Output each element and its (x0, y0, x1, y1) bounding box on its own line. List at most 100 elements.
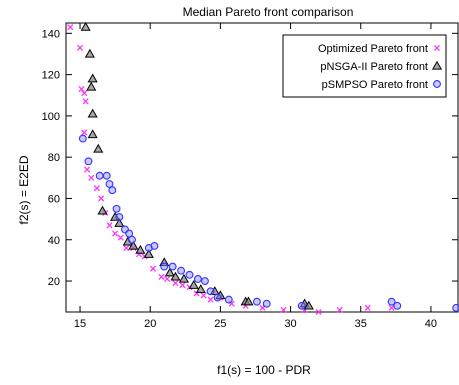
legend: Optimized Pareto front pNSGA-II Pareto fr… (282, 34, 447, 98)
triangle-point (195, 284, 206, 293)
x-tick-label: 30 (284, 318, 296, 330)
triangle-point (114, 218, 125, 227)
circle-point (128, 235, 136, 244)
cross-point (123, 244, 130, 252)
circle-point (168, 262, 177, 271)
circle-point (115, 213, 124, 221)
series-cross (67, 24, 395, 316)
circle-point (105, 180, 114, 188)
circle-point (160, 262, 169, 271)
y-tick-label: 100 (42, 111, 60, 123)
x-tick-label: 40 (425, 318, 437, 330)
triangle-point (170, 271, 181, 281)
chart-title: Median Pareto front comparison (183, 5, 354, 19)
cross-point (112, 230, 119, 237)
cross-point (163, 275, 171, 283)
x-axis-label: f1(s) = 100 - PDR (217, 363, 311, 377)
circle-point (201, 277, 209, 285)
triangle-point (178, 273, 189, 283)
cross-point (81, 90, 88, 97)
circle-point (177, 266, 186, 275)
legend-cross-marker (433, 44, 441, 52)
triangle-point (97, 205, 108, 215)
cross-point (179, 282, 186, 289)
circle-point (452, 303, 459, 312)
x-tick-label: 25 (214, 318, 226, 330)
cross-point (81, 129, 88, 136)
circle-point (102, 171, 111, 180)
circle-point (224, 295, 233, 304)
cross-point (98, 195, 105, 202)
triangle-point (122, 236, 133, 246)
triangle-point (80, 21, 91, 31)
cross-point (67, 24, 74, 31)
circle-point (262, 299, 271, 308)
x-tick-label: 35 (355, 318, 367, 330)
cross-point (207, 296, 214, 303)
circle-point (387, 297, 396, 306)
triangle-point (143, 248, 154, 258)
legend-triangle-marker (431, 60, 443, 70)
y-tick-label: 20 (48, 276, 60, 288)
circle-point (252, 297, 261, 306)
legend-label: Optimized Pareto front (318, 43, 428, 55)
cross-point (158, 273, 165, 280)
cross-point (78, 85, 85, 93)
circle-point (297, 301, 306, 310)
triangle-point (110, 211, 121, 221)
circle-point (193, 275, 202, 283)
y-tick-label: 60 (48, 193, 60, 205)
cross-point (280, 306, 287, 313)
cross-point (149, 265, 157, 272)
triangle-point (93, 143, 104, 153)
triangle-point (303, 300, 314, 310)
legend-box (282, 34, 447, 98)
circle-point (185, 270, 194, 279)
cross-point (364, 304, 371, 311)
cross-point (82, 98, 89, 105)
cross-point (88, 174, 95, 181)
cross-point (315, 308, 322, 316)
series-triangle (80, 21, 314, 310)
legend-label: pNSGA-II Pareto front (320, 61, 428, 73)
triangle-point (188, 279, 199, 289)
triangle-point (87, 73, 98, 83)
triangle-point (164, 267, 175, 277)
circle-point (108, 186, 117, 195)
circle-point (95, 171, 104, 180)
cross-point (106, 222, 113, 229)
triangle-point (87, 129, 98, 139)
x-tick-label: 20 (144, 318, 156, 330)
cross-point (172, 280, 179, 287)
triangle-point (86, 81, 97, 91)
y-tick-label: 80 (48, 152, 60, 164)
cross-point (76, 44, 84, 51)
cross-point (200, 292, 207, 299)
triangle-point (135, 244, 146, 254)
circle-point (78, 134, 87, 143)
legend-label: pSMPSO Pareto front (322, 79, 428, 91)
triangle-point (84, 48, 95, 58)
circle-point (84, 157, 93, 166)
cross-point (336, 306, 343, 313)
plot-frame (65, 22, 459, 313)
circle-point (393, 301, 402, 310)
triangle-point (128, 240, 139, 250)
cross-point (83, 166, 91, 173)
y-tick-label: 140 (42, 28, 60, 40)
series-circle (78, 134, 459, 312)
circle-point (150, 241, 159, 250)
circle-point (206, 287, 215, 296)
circle-point (112, 204, 121, 213)
y-axis-label: f2(s) = E2ED (17, 155, 31, 224)
y-tick-label: 120 (42, 70, 60, 82)
cross-point (228, 300, 235, 307)
x-tick-label: 15 (74, 318, 86, 330)
triangle-point (243, 296, 254, 306)
cross-point (117, 234, 124, 241)
y-tick-label: 40 (48, 235, 60, 247)
cross-point (93, 185, 100, 192)
triangle-point (209, 286, 220, 296)
legend-circle-marker (433, 80, 441, 88)
